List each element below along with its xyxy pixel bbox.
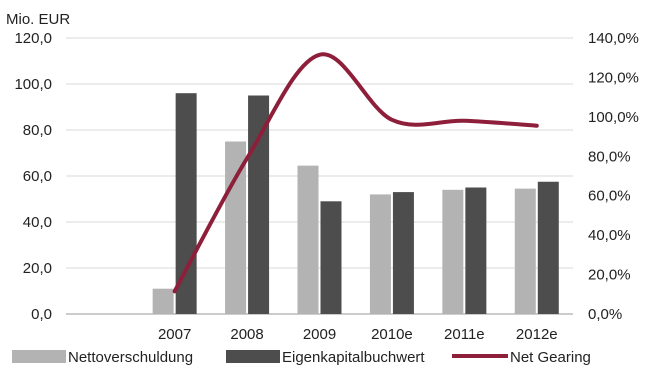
legend-label-eigenkapitalbuchwert: Eigenkapitalbuchwert	[282, 349, 425, 366]
bar-nettoverschuldung	[369, 194, 391, 314]
bar-eigenkapitalbuchwert	[537, 181, 559, 314]
right-tick-label: 60,0%	[588, 188, 631, 205]
net-gearing-line-layer	[172, 52, 539, 294]
x-axis-ticks: 2007 2008 2009 2010e 2011e 2012e	[158, 326, 558, 343]
right-tick-label: 20,0%	[588, 267, 631, 284]
bar-eigenkapitalbuchwert	[465, 187, 487, 314]
x-tick-label: 2007	[158, 326, 191, 343]
bar-nettoverschuldung	[152, 288, 174, 314]
left-tick-label: 20,0	[23, 260, 52, 277]
left-tick-label: 120,0	[14, 30, 52, 47]
left-axis-ticks: 0,0 20,0 40,0 60,0 80,0 100,0 120,0	[14, 30, 52, 323]
right-tick-label: 100,0%	[588, 109, 639, 126]
legend: Nettoverschuldung Eigenkapitalbuchwert Net…	[12, 349, 591, 366]
left-tick-label: 100,0	[14, 76, 52, 93]
legend-label-nettoverschuldung: Nettoverschuldung	[68, 349, 193, 366]
legend-label-net-gearing: Net Gearing	[510, 349, 591, 366]
bar-nettoverschuldung	[514, 188, 536, 314]
right-tick-label: 120,0%	[588, 69, 639, 86]
bar-eigenkapitalbuchwert	[392, 192, 414, 314]
bar-nettoverschuldung	[297, 165, 319, 314]
right-tick-label: 140,0%	[588, 30, 639, 47]
y-axis-unit-label: Mio. EUR	[6, 11, 70, 28]
right-axis-ticks: 0,0% 20,0% 40,0% 60,0% 80,0% 100,0% 120,0% 140,…	[588, 30, 639, 323]
legend-swatch-nettoverschuldung	[12, 350, 66, 363]
net-gearing-line	[172, 52, 539, 294]
left-tick-label: 60,0	[23, 168, 52, 185]
gridlines	[66, 37, 573, 315]
x-tick-label: 2008	[230, 326, 263, 343]
bar-nettoverschuldung	[442, 189, 464, 314]
legend-swatch-eigenkapitalbuchwert	[226, 350, 280, 363]
right-tick-label: 80,0%	[588, 148, 631, 165]
x-tick-label: 2012e	[516, 326, 558, 343]
left-tick-label: 80,0	[23, 122, 52, 139]
x-tick-label: 2010e	[371, 326, 413, 343]
right-tick-label: 0,0%	[588, 306, 622, 323]
bar-eigenkapitalbuchwert	[320, 201, 342, 314]
left-tick-label: 40,0	[23, 214, 52, 231]
left-tick-label: 0,0	[31, 306, 52, 323]
right-tick-label: 40,0%	[588, 227, 631, 244]
x-tick-label: 2009	[303, 326, 336, 343]
x-tick-label: 2011e	[444, 326, 485, 343]
bars	[152, 93, 559, 314]
